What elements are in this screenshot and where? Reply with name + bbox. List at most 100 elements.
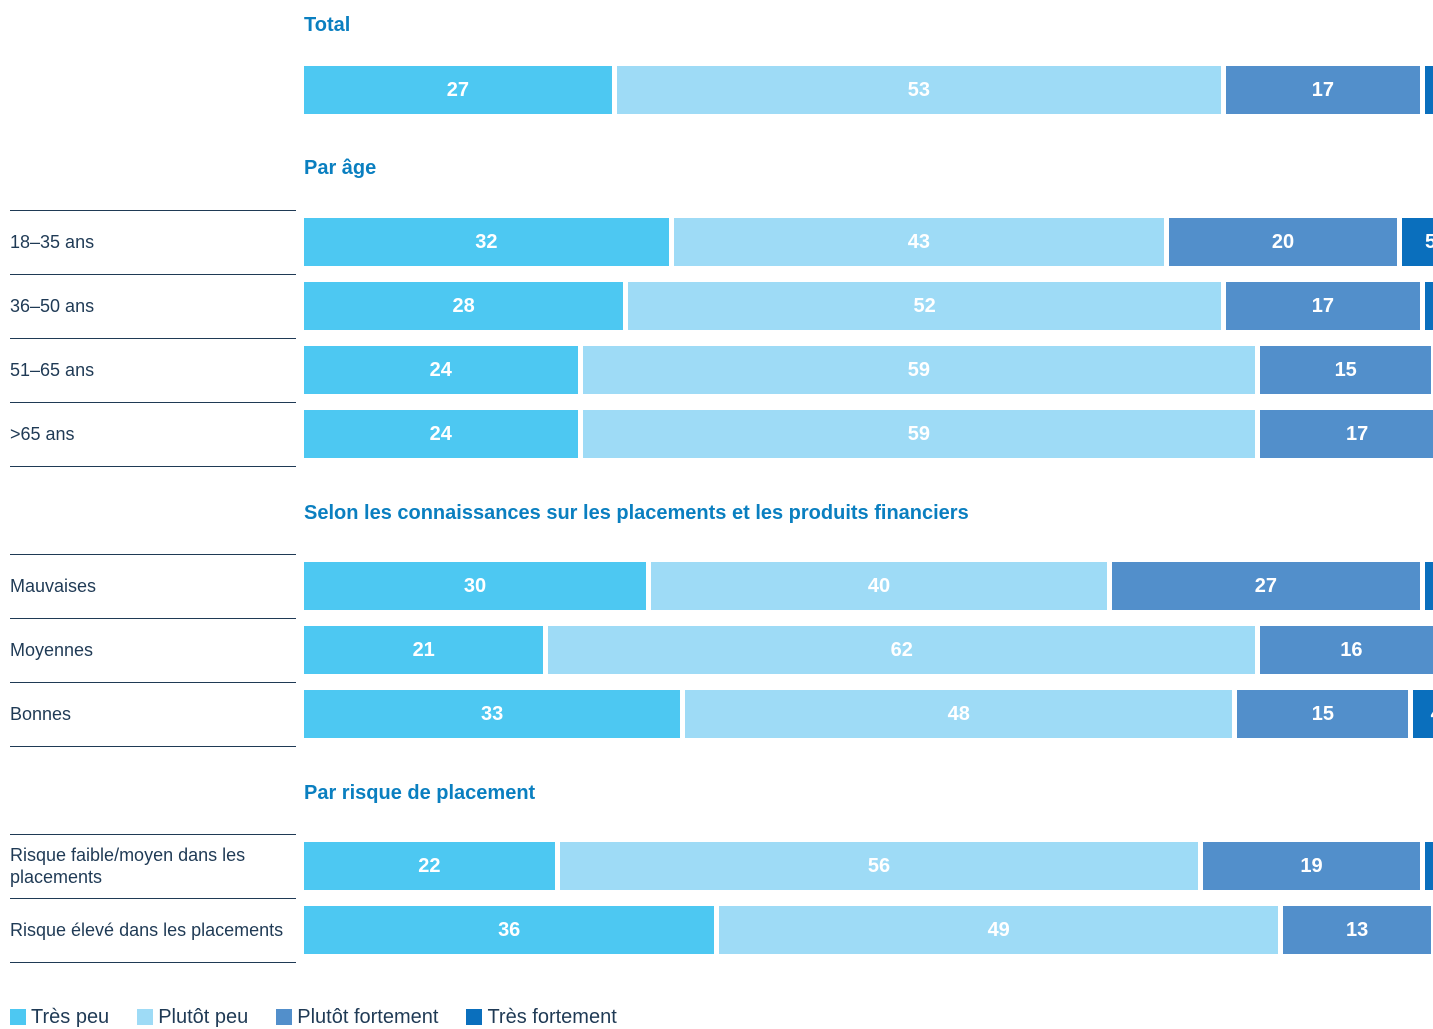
data-label: 20 <box>1271 230 1295 253</box>
data-label: 27 <box>446 78 470 101</box>
section-title: Total <box>304 14 351 36</box>
row-label: Bonnes <box>10 704 72 724</box>
bar-segment: 56 <box>559 842 1199 890</box>
row-divider <box>10 898 296 899</box>
row-label: Moyennes <box>10 640 94 660</box>
row-divider <box>10 554 296 555</box>
data-label: 33 <box>480 702 504 725</box>
bar-segment: 36 <box>304 906 715 954</box>
section-title: Par risque de placement <box>304 782 536 804</box>
bar-segment: 32 <box>304 218 669 266</box>
legend-swatch <box>137 1009 154 1025</box>
row-divider <box>10 618 296 619</box>
section-title: Selon les connaissances sur les placemen… <box>304 502 969 524</box>
row-divider <box>10 338 296 339</box>
bar-segment: 17 <box>1226 66 1420 114</box>
data-label: 52 <box>913 294 936 317</box>
legend-item: Plutôt fortement <box>276 1006 438 1029</box>
bar-segment: 3 <box>1424 282 1433 330</box>
bar-segment: 62 <box>548 626 1256 674</box>
bar-segment: 20 <box>1169 218 1397 266</box>
legend-label: Très fortement <box>487 1005 617 1028</box>
data-label: 17 <box>1311 78 1335 101</box>
data-label: 36 <box>498 918 521 941</box>
row-divider <box>10 210 296 211</box>
bar-segment: 43 <box>673 218 1164 266</box>
bar-segment: 27 <box>1112 562 1420 610</box>
data-label: 17 <box>1345 422 1369 445</box>
data-label: 4 <box>1431 703 1433 726</box>
bar-segment: 13 <box>1283 906 1432 954</box>
data-label: 43 <box>907 230 931 253</box>
bar-segment: 59 <box>582 410 1256 458</box>
data-label: 48 <box>947 702 970 725</box>
legend-swatch <box>276 1009 293 1025</box>
data-label: 15 <box>1311 702 1335 725</box>
bar-segment: 40 <box>651 562 1107 610</box>
data-label: 27 <box>1254 574 1278 597</box>
data-label: 59 <box>907 422 931 445</box>
data-label: 24 <box>429 358 452 381</box>
bar-segment: 22 <box>304 842 555 890</box>
row-divider <box>10 962 296 963</box>
legend-item: Très peu <box>10 1006 109 1029</box>
data-label: 56 <box>867 854 891 877</box>
data-label: 32 <box>475 230 498 253</box>
bar-segment: 59 <box>582 346 1256 394</box>
bar-segment: 33 <box>304 690 681 738</box>
bar-segment: 53 <box>616 66 1221 114</box>
bar-segment: 17 <box>1226 282 1420 330</box>
bar-segment: 30 <box>304 562 646 610</box>
row-divider <box>10 274 296 275</box>
data-label: 15 <box>1334 358 1357 381</box>
data-label: 62 <box>890 638 913 661</box>
data-label: 21 <box>412 638 435 661</box>
bar-segment: 15 <box>1237 690 1409 738</box>
row-label: 36–50 ans <box>10 296 95 316</box>
data-label: 53 <box>907 78 931 101</box>
bar-segment: 3 <box>1424 562 1433 610</box>
data-label: 13 <box>1345 918 1369 941</box>
bar-segment: 24 <box>304 346 578 394</box>
data-label: 22 <box>418 854 441 877</box>
data-label: 24 <box>429 422 452 445</box>
data-label: 30 <box>463 574 487 597</box>
bar-segment: 28 <box>304 282 624 330</box>
bar-segment: 16 <box>1260 626 1433 674</box>
data-label: 19 <box>1300 854 1323 877</box>
data-label: 28 <box>452 294 475 317</box>
legend-label: Plutôt fortement <box>297 1005 439 1028</box>
row-label: 51–65 ans <box>10 360 95 380</box>
bar-segment: 3 <box>1424 66 1433 114</box>
bar-segment: 49 <box>719 906 1278 954</box>
legend: Très peu Plutôt peu Plutôt fortement Très f… <box>10 1006 645 1028</box>
bar-segment: 19 <box>1203 842 1420 890</box>
legend-item: Très fortement <box>466 1005 617 1029</box>
data-label: 16 <box>1340 638 1363 661</box>
data-label: 40 <box>867 574 891 597</box>
data-label: 17 <box>1311 294 1335 317</box>
row-divider <box>10 682 296 683</box>
legend-swatch <box>466 1009 483 1025</box>
data-label: 59 <box>907 358 931 381</box>
bar-segment: 4 <box>1413 690 1433 738</box>
row-divider <box>10 466 296 467</box>
row-divider <box>10 834 296 835</box>
legend-swatch <box>10 1009 26 1025</box>
row-divider <box>10 746 296 747</box>
bar-segment: 21 <box>304 626 544 674</box>
bar-segment: 27 <box>304 66 612 114</box>
row-label: Risque faible/moyen dans les placements <box>10 845 246 887</box>
section-title: Par âge <box>304 157 377 179</box>
row-label: >65 ans <box>10 424 75 444</box>
row-divider <box>10 402 296 403</box>
row-label: Mauvaises <box>10 576 97 596</box>
bar-segment: 48 <box>685 690 1233 738</box>
bar-segment: 3 <box>1424 842 1433 890</box>
bar-segment: 24 <box>304 410 578 458</box>
legend-label: Très peu <box>31 1005 110 1028</box>
data-label: 49 <box>987 918 1010 941</box>
legend-label: Plutôt peu <box>158 1005 249 1028</box>
row-label: Risque élevé dans les placements <box>10 920 284 940</box>
